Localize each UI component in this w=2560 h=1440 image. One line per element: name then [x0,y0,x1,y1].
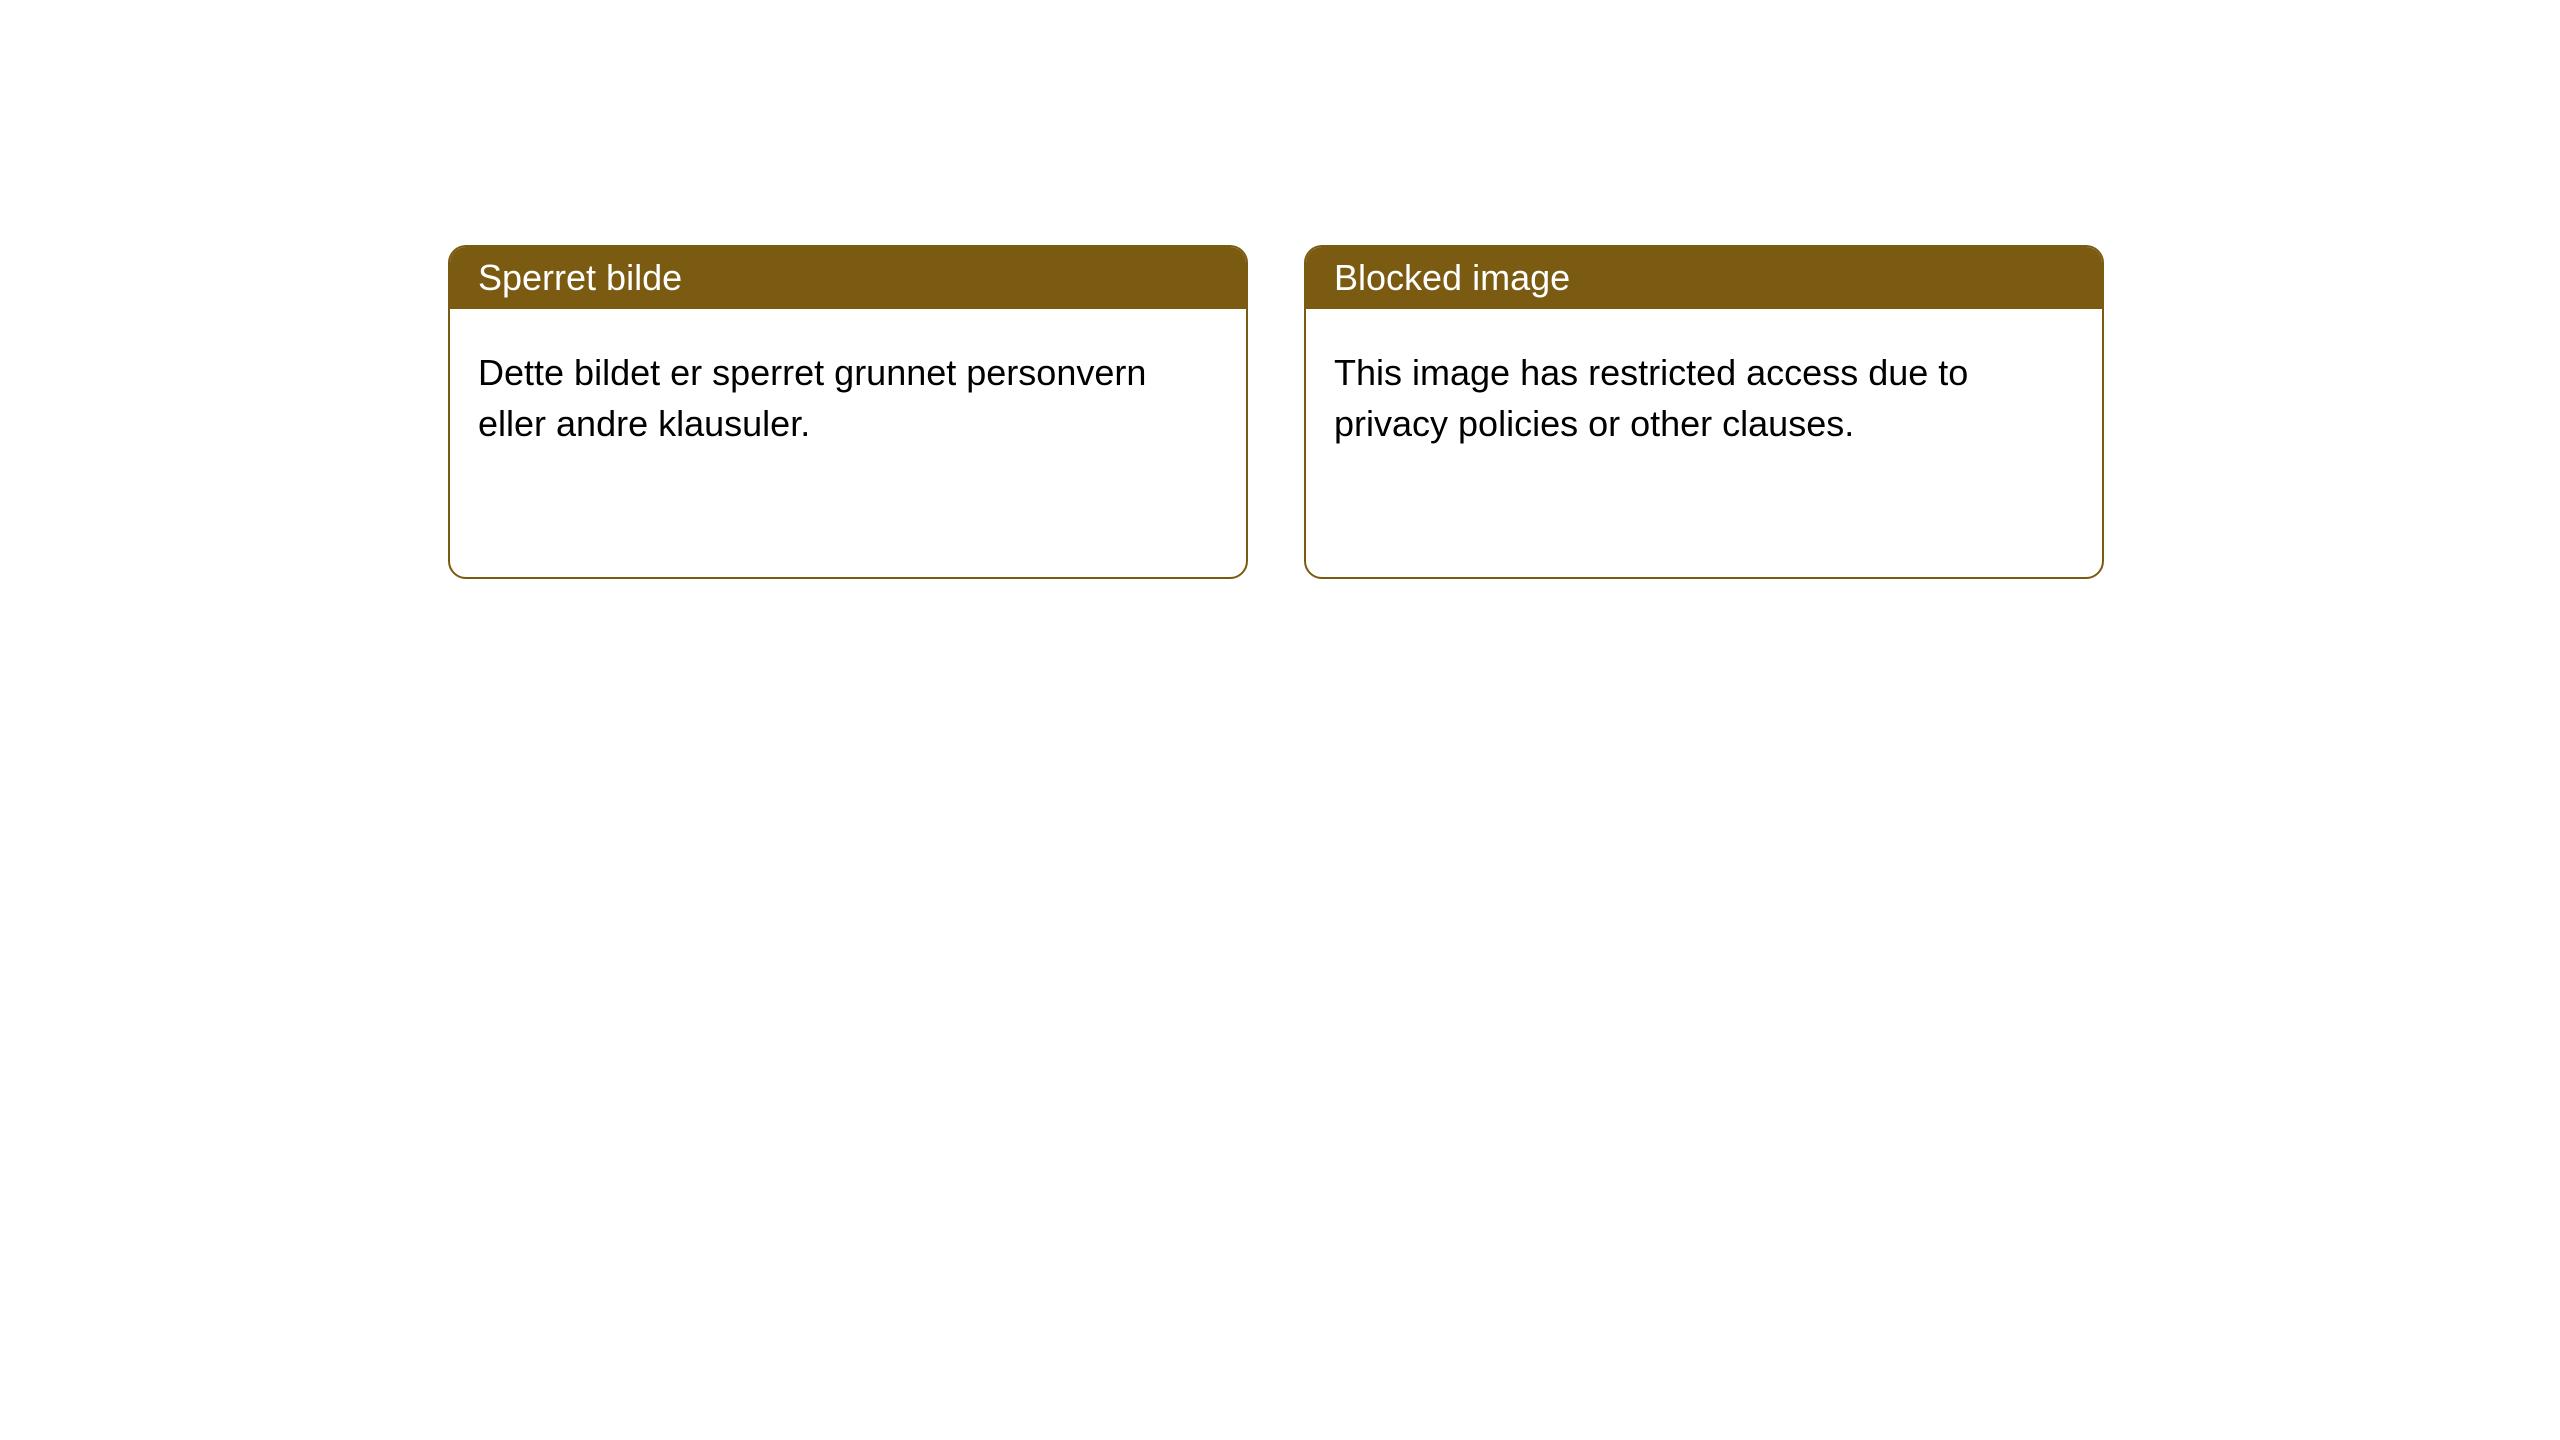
card-header: Sperret bilde [450,247,1246,309]
card-body-text: Dette bildet er sperret grunnet personve… [478,352,1146,444]
card-body: Dette bildet er sperret grunnet personve… [450,309,1246,487]
card-header: Blocked image [1306,247,2102,309]
card-title: Sperret bilde [478,257,682,298]
cards-container: Sperret bilde Dette bildet er sperret gr… [0,0,2560,579]
blocked-image-card-no: Sperret bilde Dette bildet er sperret gr… [448,245,1248,579]
card-title: Blocked image [1334,257,1570,298]
blocked-image-card-en: Blocked image This image has restricted … [1304,245,2104,579]
card-body: This image has restricted access due to … [1306,309,2102,487]
card-body-text: This image has restricted access due to … [1334,352,1968,444]
